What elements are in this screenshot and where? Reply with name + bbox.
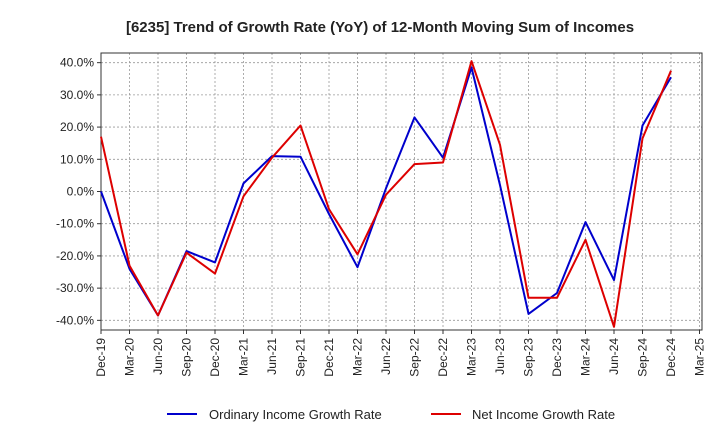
series-line-net-income bbox=[100, 60, 672, 328]
y-tick-label: 30.0% bbox=[60, 88, 94, 102]
x-tick-label: Jun-24 bbox=[607, 338, 621, 375]
y-tick-label: -30.0% bbox=[56, 281, 94, 295]
x-tick-label: Mar-20 bbox=[123, 338, 137, 376]
series-line-ordinary-income bbox=[100, 66, 672, 317]
x-tick-label: Dec-22 bbox=[436, 338, 450, 377]
y-tick-label: -20.0% bbox=[56, 249, 94, 263]
x-tick-label: Dec-20 bbox=[208, 338, 222, 377]
x-tick-label: Jun-21 bbox=[265, 338, 279, 375]
y-tick-label: 20.0% bbox=[60, 120, 94, 134]
x-tick-label: Mar-21 bbox=[237, 338, 251, 376]
x-tick-label: Sep-23 bbox=[522, 338, 536, 377]
x-tick-label: Sep-21 bbox=[294, 338, 308, 377]
x-tick-label: Dec-19 bbox=[94, 338, 108, 377]
y-tick-label: 40.0% bbox=[60, 56, 94, 70]
x-tick-label: Jun-22 bbox=[379, 338, 393, 375]
x-tick-label: Sep-22 bbox=[408, 338, 422, 377]
x-tick-label: Dec-21 bbox=[322, 338, 336, 377]
x-tick-label: Jun-20 bbox=[151, 338, 165, 375]
y-tick-label: 10.0% bbox=[60, 152, 94, 166]
x-tick-label: Jun-23 bbox=[493, 338, 507, 375]
y-tick-label: 0.0% bbox=[67, 185, 95, 199]
x-tick-label: Sep-20 bbox=[180, 338, 194, 377]
legend: Ordinary Income Growth Rate Net Income Gr… bbox=[167, 407, 615, 422]
x-tick-label: Mar-23 bbox=[465, 338, 479, 376]
grid bbox=[101, 53, 702, 330]
legend-label: Ordinary Income Growth Rate bbox=[209, 407, 382, 422]
axes: 40.0% 30.0% 20.0% 10.0% 0.0% -10.0% -20.0% -30.… bbox=[56, 52, 707, 377]
x-tick-label: Mar-24 bbox=[579, 338, 593, 376]
series-lines bbox=[100, 60, 672, 328]
x-tick-label: Dec-24 bbox=[664, 338, 678, 377]
legend-label: Net Income Growth Rate bbox=[472, 407, 615, 422]
x-tick-label: Sep-24 bbox=[636, 338, 650, 377]
chart-title: [6235] Trend of Growth Rate (YoY) of 12-… bbox=[126, 19, 634, 36]
x-tick-label: Dec-23 bbox=[550, 338, 564, 377]
x-tick-label: Mar-22 bbox=[351, 338, 365, 376]
y-tick-label: -40.0% bbox=[56, 313, 94, 327]
x-tick-label: Mar-25 bbox=[693, 338, 707, 376]
y-tick-label: -10.0% bbox=[56, 217, 94, 231]
